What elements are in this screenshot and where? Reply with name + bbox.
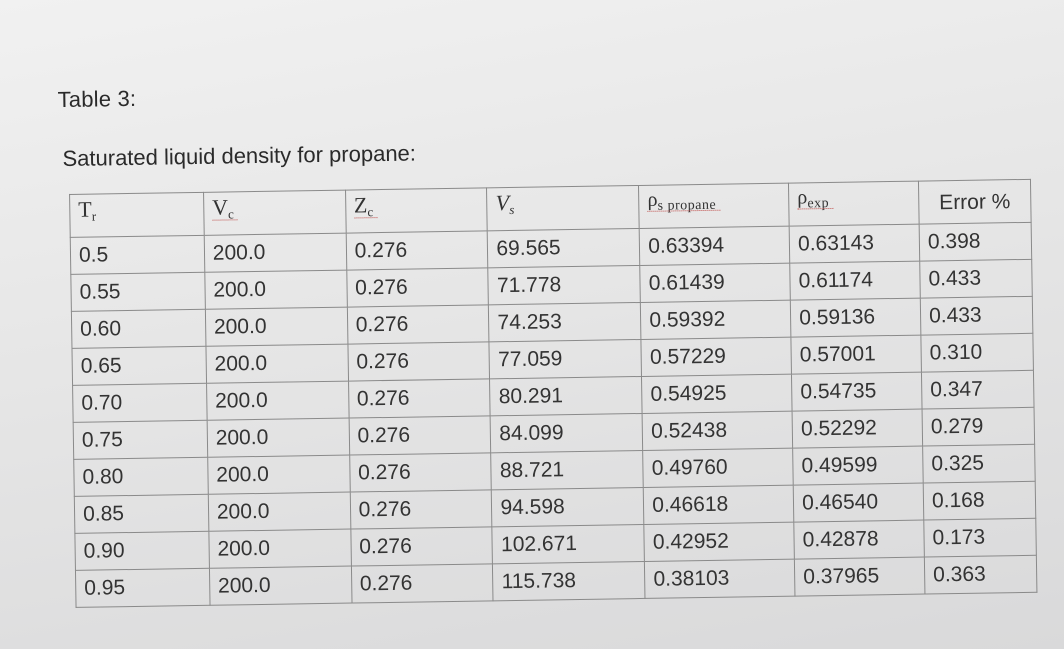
cell-vs: 71.778 bbox=[488, 265, 641, 305]
cell-rho-s-propane: 0.46618 bbox=[643, 485, 794, 525]
cell-vc: 200.0 bbox=[207, 455, 350, 495]
cell-error-percent: 0.363 bbox=[924, 555, 1037, 595]
cell-tr: 0.95 bbox=[75, 568, 210, 608]
header-rho-s-propane: ρs propane bbox=[638, 183, 790, 229]
header-vc: Vc bbox=[203, 190, 346, 236]
cell-zc: 0.276 bbox=[350, 526, 493, 567]
cell-error-percent: 0.347 bbox=[921, 370, 1035, 410]
cell-error-percent: 0.398 bbox=[919, 222, 1032, 262]
header-error-percent: Error % bbox=[918, 179, 1032, 225]
cell-tr: 0.60 bbox=[71, 309, 206, 349]
cell-zc: 0.276 bbox=[351, 563, 494, 604]
header-zc: Zc bbox=[345, 187, 488, 234]
density-table: Tr Vc Zc Vs ρs propane ρexp Erro bbox=[69, 179, 1037, 608]
cell-error-percent: 0.173 bbox=[923, 518, 1037, 558]
cell-vs: 88.721 bbox=[491, 450, 644, 490]
cell-vc: 200.0 bbox=[208, 492, 351, 532]
cell-vs: 84.099 bbox=[490, 413, 643, 453]
cell-rho-exp: 0.52292 bbox=[792, 409, 923, 449]
cell-rho-exp: 0.42878 bbox=[793, 520, 925, 560]
table-subtitle: Saturated liquid density for propane: bbox=[62, 140, 417, 172]
cell-rho-s-propane: 0.52438 bbox=[642, 411, 793, 451]
cell-vc: 200.0 bbox=[209, 566, 352, 606]
cell-rho-exp: 0.54735 bbox=[791, 372, 923, 412]
cell-zc: 0.276 bbox=[346, 267, 489, 308]
cell-tr: 0.70 bbox=[72, 383, 207, 423]
cell-rho-s-propane: 0.61439 bbox=[640, 263, 791, 303]
cell-vs: 69.565 bbox=[487, 228, 641, 268]
cell-rho-s-propane: 0.42952 bbox=[644, 522, 795, 562]
cell-rho-exp: 0.61174 bbox=[789, 261, 921, 301]
cell-vs: 77.059 bbox=[489, 339, 642, 379]
cell-vs: 94.598 bbox=[491, 487, 645, 527]
cell-vs: 115.738 bbox=[492, 561, 646, 601]
header-rho-exp: ρexp bbox=[788, 181, 920, 227]
cell-zc: 0.276 bbox=[348, 378, 491, 419]
cell-zc: 0.276 bbox=[348, 415, 492, 456]
cell-tr: 0.65 bbox=[71, 346, 207, 386]
cell-vc: 200.0 bbox=[208, 529, 352, 569]
cell-zc: 0.276 bbox=[349, 489, 493, 530]
cell-tr: 0.75 bbox=[73, 420, 208, 460]
cell-error-percent: 0.310 bbox=[920, 333, 1034, 373]
cell-tr: 0.80 bbox=[73, 457, 209, 497]
cell-tr: 0.5 bbox=[70, 235, 205, 275]
cell-tr: 0.85 bbox=[74, 494, 209, 534]
table-caption: Table 3: bbox=[57, 85, 137, 113]
cell-error-percent: 0.279 bbox=[922, 407, 1035, 447]
cell-zc: 0.276 bbox=[345, 230, 489, 271]
cell-vs: 80.291 bbox=[489, 376, 643, 416]
cell-tr: 0.90 bbox=[74, 531, 210, 571]
cell-rho-s-propane: 0.49760 bbox=[642, 448, 794, 488]
header-tr: Tr bbox=[69, 192, 205, 238]
cell-rho-s-propane: 0.59392 bbox=[640, 300, 792, 340]
cell-error-percent: 0.433 bbox=[920, 296, 1033, 336]
cell-error-percent: 0.168 bbox=[923, 481, 1036, 521]
cell-zc: 0.276 bbox=[349, 452, 492, 493]
cell-vc: 200.0 bbox=[205, 307, 348, 347]
cell-rho-s-propane: 0.54925 bbox=[641, 374, 793, 414]
cell-error-percent: 0.433 bbox=[919, 259, 1033, 299]
cell-rho-exp: 0.59136 bbox=[790, 298, 921, 338]
cell-vc: 200.0 bbox=[206, 381, 349, 421]
cell-rho-exp: 0.63143 bbox=[789, 224, 920, 264]
cell-vc: 200.0 bbox=[205, 344, 349, 384]
cell-vs: 74.253 bbox=[488, 302, 642, 342]
cell-rho-exp: 0.37965 bbox=[794, 557, 925, 597]
cell-vc: 200.0 bbox=[206, 418, 350, 458]
cell-tr: 0.55 bbox=[70, 272, 206, 312]
cell-vc: 200.0 bbox=[204, 233, 347, 273]
header-vs: Vs bbox=[486, 185, 640, 231]
cell-rho-s-propane: 0.63394 bbox=[639, 226, 790, 266]
cell-vs: 102.671 bbox=[492, 524, 645, 564]
cell-rho-s-propane: 0.57229 bbox=[641, 337, 792, 377]
cell-vc: 200.0 bbox=[204, 270, 347, 310]
table-body: 0.5 200.0 0.276 69.565 0.63394 0.63143 0.398 0.… bbox=[70, 222, 1037, 608]
cell-zc: 0.276 bbox=[346, 304, 490, 345]
cell-rho-s-propane: 0.38103 bbox=[644, 559, 796, 599]
cell-zc: 0.276 bbox=[347, 341, 490, 382]
cell-error-percent: 0.325 bbox=[922, 444, 1036, 484]
cell-rho-exp: 0.57001 bbox=[791, 335, 922, 375]
cell-rho-exp: 0.49599 bbox=[792, 446, 924, 486]
cell-rho-exp: 0.46540 bbox=[793, 483, 924, 523]
